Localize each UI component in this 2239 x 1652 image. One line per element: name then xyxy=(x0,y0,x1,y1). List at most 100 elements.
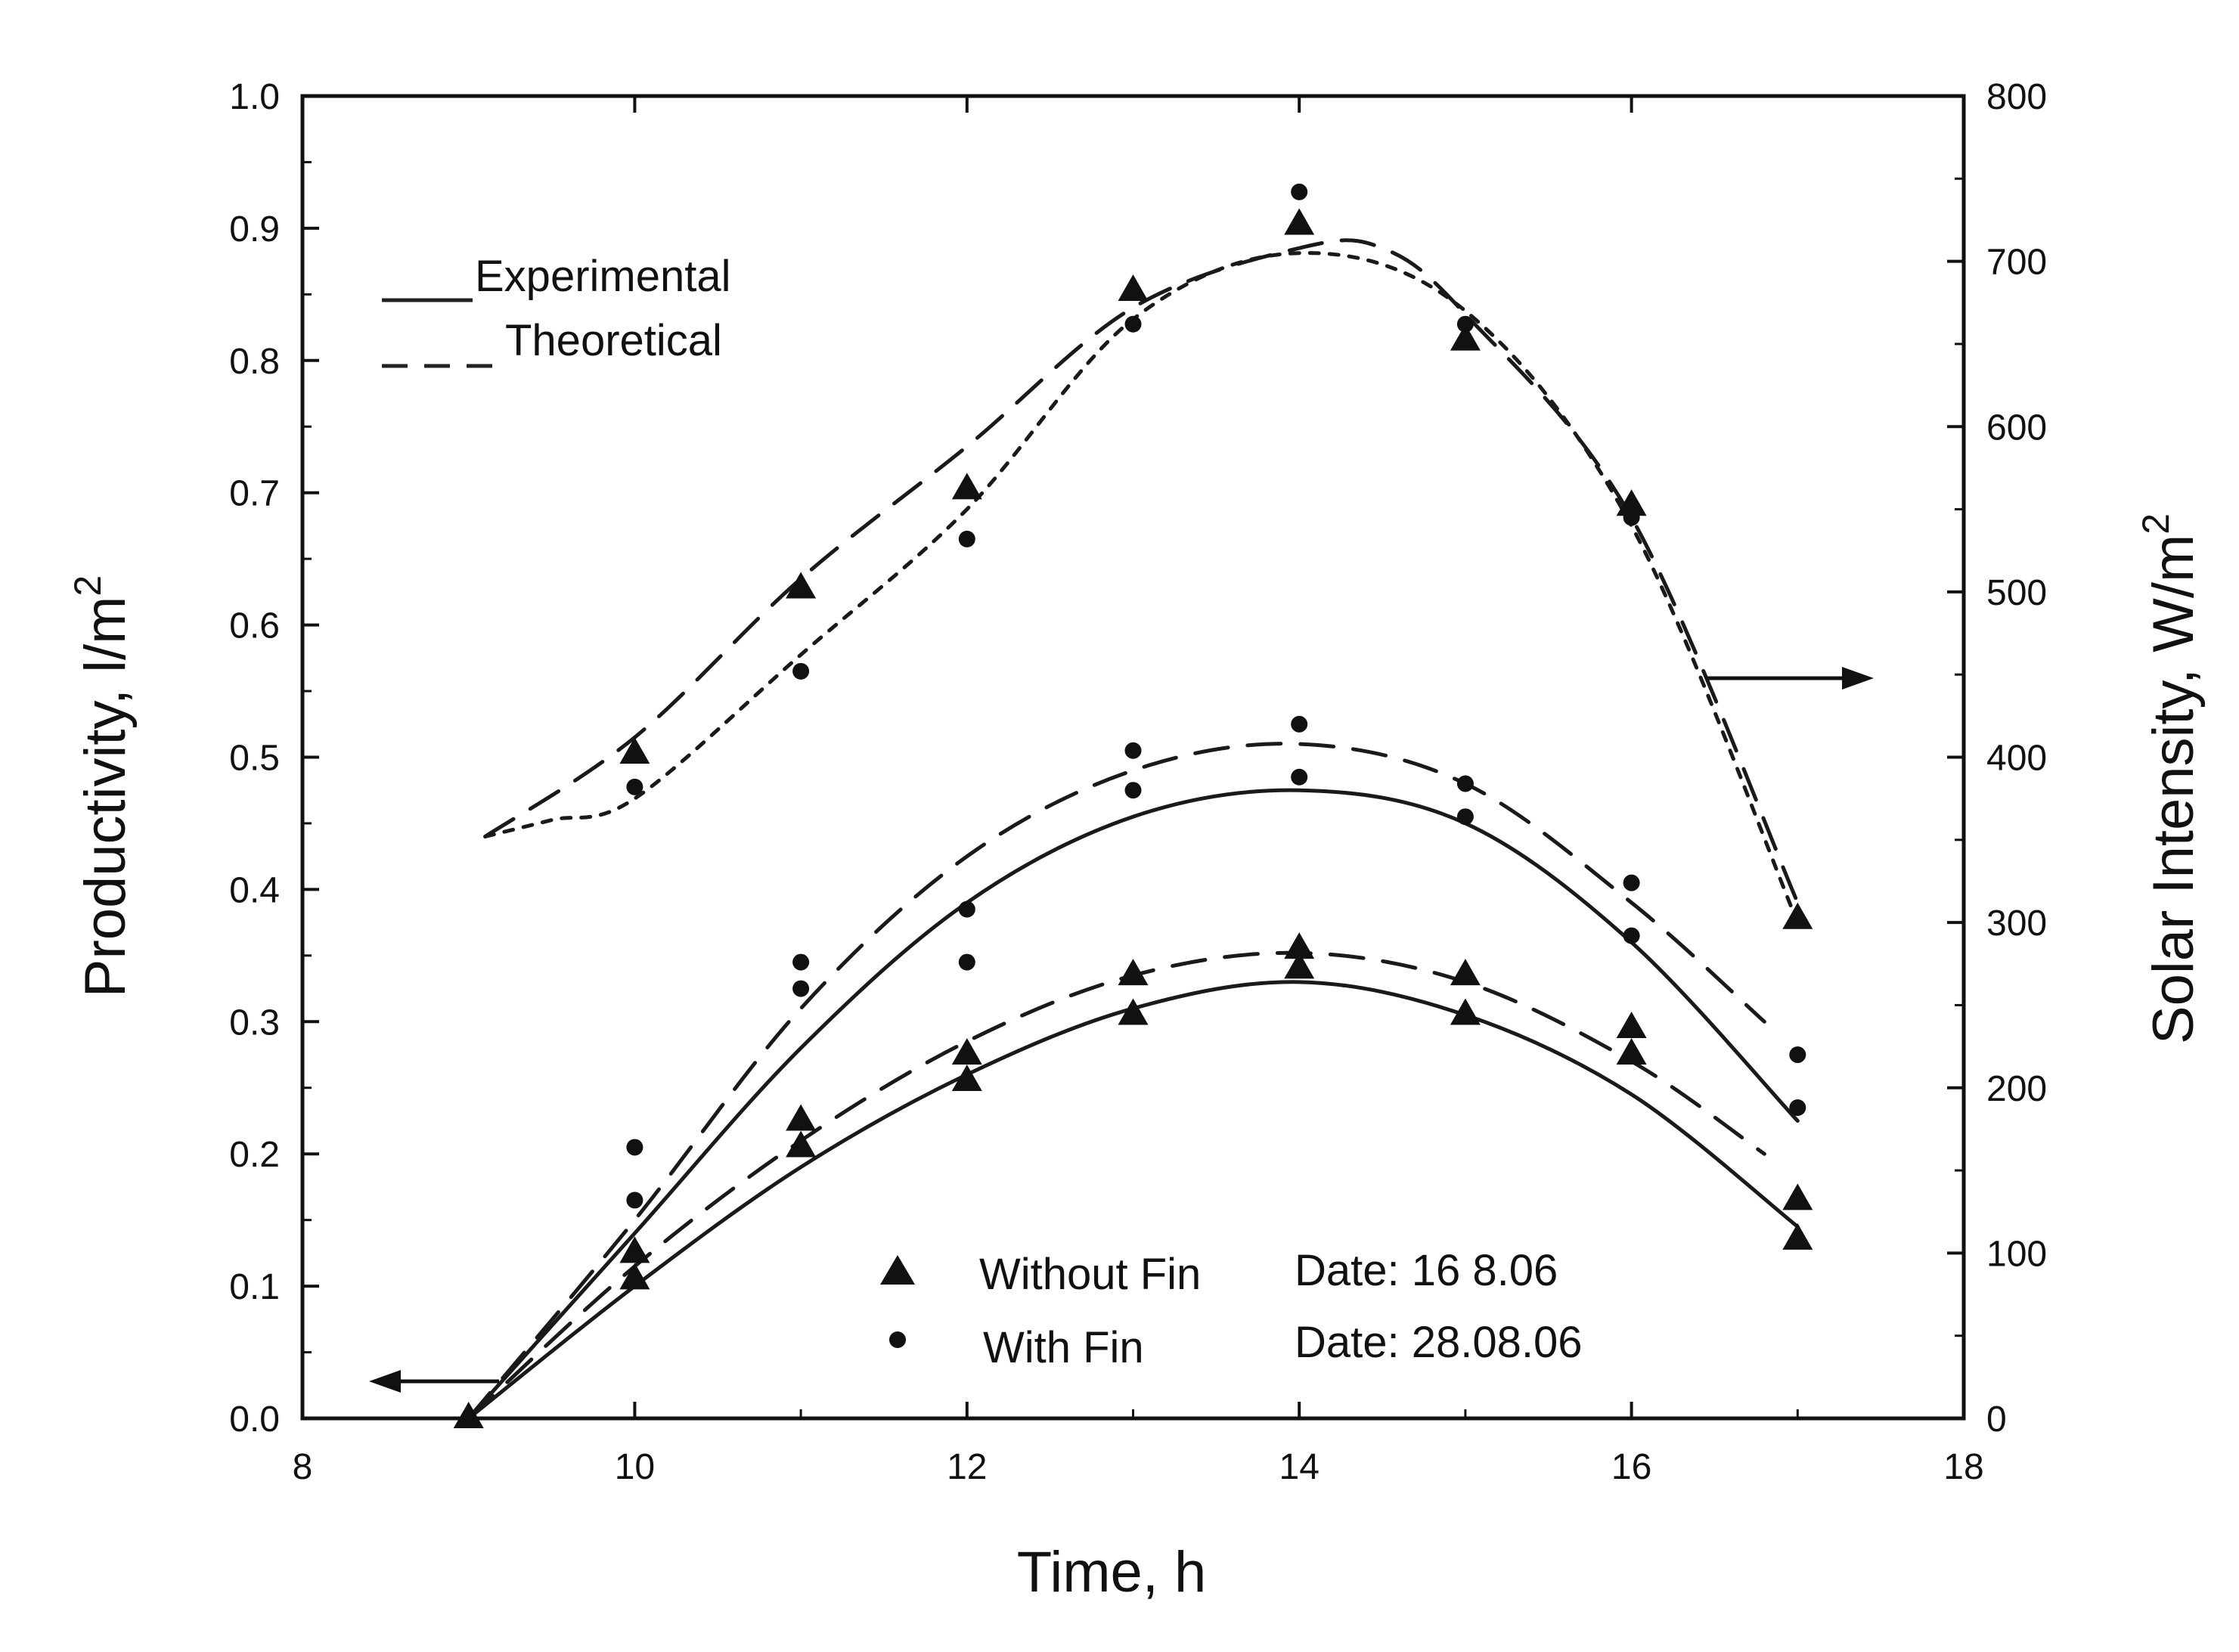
series-2-curve xyxy=(467,788,1800,1421)
data-point-circle xyxy=(1291,715,1308,733)
data-point-circle xyxy=(958,953,975,971)
y-left-tick-label: 0.0 xyxy=(229,1399,280,1440)
data-point-circle xyxy=(1124,315,1142,333)
data-point-triangle xyxy=(1118,959,1149,986)
data-point-triangle xyxy=(786,1104,817,1131)
data-point-triangle xyxy=(619,1236,650,1263)
data-point-circle xyxy=(792,953,810,971)
y-left-tick-label: 0.5 xyxy=(229,739,280,779)
data-point-triangle xyxy=(951,1065,982,1092)
y-left-tick-label: 0.1 xyxy=(229,1267,280,1307)
data-point-triangle xyxy=(1616,1012,1647,1039)
data-point-triangle xyxy=(1616,489,1647,516)
x-tick-label: 18 xyxy=(1943,1447,1983,1487)
y-right-tick-label: 300 xyxy=(1986,903,2047,944)
data-point-triangle xyxy=(1450,324,1481,351)
data-point-circle xyxy=(958,900,975,918)
y-axis-left-title-text: Productivity, l/m xyxy=(73,597,138,998)
legend-with-fin-date: Date: 28.08.06 xyxy=(1295,1318,1583,1367)
data-point-circle xyxy=(1124,742,1142,759)
y-axis-right-title-text: Solar Intensity, W/m xyxy=(2141,535,2206,1044)
data-point-triangle xyxy=(1118,274,1149,301)
y-left-tick-label: 0.2 xyxy=(229,1135,280,1175)
axes: 8 10 12 14 16 18 0.0 0.1 0.2 0.3 0.4 0.5 0.6 0.7 0.8 0.… xyxy=(229,77,2047,1487)
data-point-circle xyxy=(626,778,643,795)
data-point-triangle xyxy=(786,1130,817,1158)
data-point-triangle xyxy=(1118,998,1149,1025)
data-point-triangle xyxy=(1284,932,1315,959)
data-point-circle xyxy=(1456,315,1474,333)
data-point-circle xyxy=(792,662,810,680)
series-4-curve xyxy=(483,238,1800,905)
legend-without-fin-label: Without Fin xyxy=(979,1250,1201,1299)
data-point-triangle xyxy=(1616,1038,1647,1065)
data-point-triangle xyxy=(1450,959,1481,986)
y-left-tick-label: 0.8 xyxy=(229,342,280,382)
legend-triangle-marker xyxy=(880,1255,915,1285)
legend-without-fin-date: Date: 16 8.06 xyxy=(1295,1246,1558,1295)
legend-theoretical-label: Theoretical xyxy=(505,316,722,365)
legend-with-fin-label: With Fin xyxy=(983,1323,1144,1372)
data-point-triangle xyxy=(1450,998,1481,1025)
x-tick-label: 8 xyxy=(293,1447,313,1487)
x-tick-label: 14 xyxy=(1279,1447,1320,1487)
data-point-triangle xyxy=(619,737,650,764)
data-point-triangle xyxy=(1284,208,1315,235)
data-point-circle xyxy=(792,980,810,997)
data-point-circle xyxy=(1291,183,1308,200)
y-left-tick-label: 0.9 xyxy=(229,209,280,250)
data-point-circle xyxy=(1623,509,1640,526)
y-left-tick-label: 1.0 xyxy=(229,77,280,117)
data-point-triangle xyxy=(1284,952,1315,979)
y-left-tick-label: 0.6 xyxy=(229,606,280,646)
data-point-triangle xyxy=(1782,1183,1813,1210)
data-point-triangle xyxy=(951,1038,982,1065)
data-point-circle xyxy=(1623,927,1640,944)
y-right-tick-label: 700 xyxy=(1986,243,2047,283)
data-point-circle xyxy=(1789,1046,1806,1064)
line-style-legend: Experimental Theoretical xyxy=(382,252,730,368)
series-1-curve xyxy=(467,950,1766,1421)
y-axis-right-title-superscript: 2 xyxy=(2135,513,2177,535)
data-point-circle xyxy=(1456,808,1474,826)
marker-layer xyxy=(453,183,1813,1428)
data-point-circle xyxy=(1124,782,1142,799)
y-axis-left-title-superscript: 2 xyxy=(67,575,109,597)
left-axis-arrow xyxy=(369,1370,499,1393)
data-point-triangle xyxy=(951,473,982,500)
data-point-triangle xyxy=(1782,902,1813,929)
y-axis-right-title: Solar Intensity, W/m2 xyxy=(2135,513,2206,1044)
data-point-circle xyxy=(1623,874,1640,891)
right-axis-arrow-head xyxy=(1842,667,1874,690)
data-point-triangle xyxy=(1782,1223,1813,1250)
x-tick-label: 16 xyxy=(1611,1447,1651,1487)
legend-circle-marker xyxy=(889,1331,906,1348)
x-axis-title: Time, h xyxy=(1017,1540,1207,1604)
data-point-circle xyxy=(1789,1099,1806,1116)
y-right-tick-label: 0 xyxy=(1986,1399,2007,1440)
series-3-curve xyxy=(467,742,1766,1421)
data-point-circle xyxy=(1456,775,1474,792)
legend-experimental-label: Experimental xyxy=(475,252,730,301)
data-point-circle xyxy=(626,1139,643,1156)
y-right-tick-label: 200 xyxy=(1986,1069,2047,1109)
x-tick-label: 10 xyxy=(615,1447,655,1487)
data-point-triangle xyxy=(619,1263,650,1290)
x-tick-label: 12 xyxy=(947,1447,987,1487)
y-right-tick-label: 600 xyxy=(1986,408,2047,448)
data-point-circle xyxy=(626,1192,643,1209)
marker-legend: Without Fin Date: 16 8.06 With Fin Date:… xyxy=(880,1246,1583,1372)
y-left-tick-label: 0.7 xyxy=(229,474,280,514)
y-left-tick-label: 0.4 xyxy=(229,870,280,910)
data-point-circle xyxy=(1291,768,1308,786)
y-axis-left-title: Productivity, l/m2 xyxy=(67,575,138,998)
y-left-tick-label: 0.3 xyxy=(229,1003,280,1043)
left-axis-arrow-head xyxy=(369,1370,401,1393)
data-point-triangle xyxy=(786,572,817,599)
data-point-circle xyxy=(958,530,975,547)
y-right-tick-label: 400 xyxy=(1986,739,2047,779)
y-right-tick-label: 800 xyxy=(1986,77,2047,117)
y-right-tick-label: 100 xyxy=(1986,1234,2047,1274)
